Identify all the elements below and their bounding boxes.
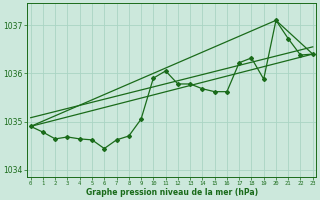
- X-axis label: Graphe pression niveau de la mer (hPa): Graphe pression niveau de la mer (hPa): [86, 188, 258, 197]
